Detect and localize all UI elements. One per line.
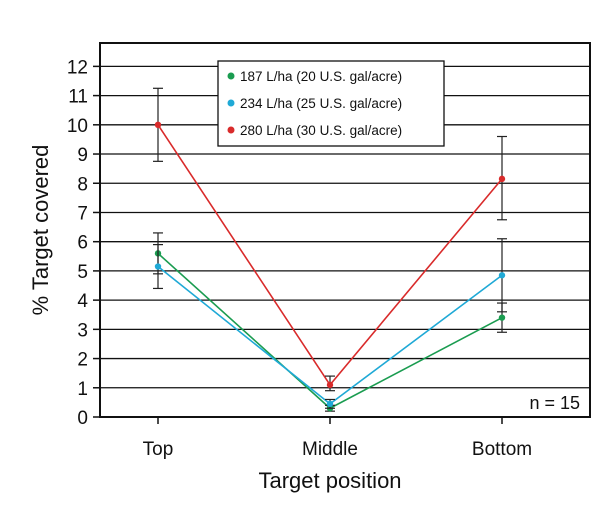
data-point — [326, 400, 334, 408]
y-tick-label: 1 — [77, 379, 88, 400]
y-tick-label: 9 — [77, 145, 88, 166]
y-tick-label: 5 — [77, 262, 88, 283]
y-tick-label: 12 — [67, 57, 88, 78]
y-tick-label: 2 — [77, 350, 88, 371]
data-point — [154, 121, 162, 129]
gridlines — [100, 65, 590, 389]
data-point — [498, 175, 506, 183]
legend-label: 280 L/ha (30 U.S. gal/acre) — [240, 123, 402, 138]
y-tick-label: 10 — [67, 116, 88, 137]
y-tick-label: 4 — [77, 291, 88, 312]
x-axis-ticks: Top Middle Bottom — [143, 417, 532, 460]
legend-label: 234 L/ha (25 U.S. gal/acre) — [240, 96, 402, 111]
legend-marker — [227, 126, 235, 134]
data-point — [326, 381, 334, 389]
plot-frame — [99, 42, 591, 418]
series-3 — [153, 87, 507, 392]
legend-label: 187 L/ha (20 U.S. gal/acre) — [240, 69, 402, 84]
y-tick-label: 8 — [77, 174, 88, 195]
x-tick-label: Top — [143, 439, 174, 460]
y-axis-title: % Target covered — [28, 145, 53, 316]
legend-marker — [227, 99, 235, 107]
data-point — [498, 272, 506, 279]
sample-size-note: n = 15 — [529, 393, 580, 413]
series-group — [153, 87, 507, 412]
y-tick-label: 0 — [77, 408, 88, 429]
x-tick-label: Middle — [302, 439, 358, 460]
x-axis-title: Target position — [258, 468, 401, 493]
legend: 187 L/ha (20 U.S. gal/acre) 234 L/ha (25 … — [217, 60, 445, 147]
y-tick-label: 6 — [77, 233, 88, 254]
legend-marker — [227, 72, 235, 80]
x-tick-label: Bottom — [472, 439, 532, 460]
data-point — [498, 314, 506, 321]
y-tick-label: 7 — [77, 203, 88, 224]
series-2 — [153, 238, 507, 409]
legend-box — [217, 60, 445, 147]
data-point — [154, 263, 162, 270]
series-line — [157, 124, 503, 387]
y-tick-label: 3 — [77, 320, 88, 341]
y-tick-label: 11 — [68, 87, 88, 108]
